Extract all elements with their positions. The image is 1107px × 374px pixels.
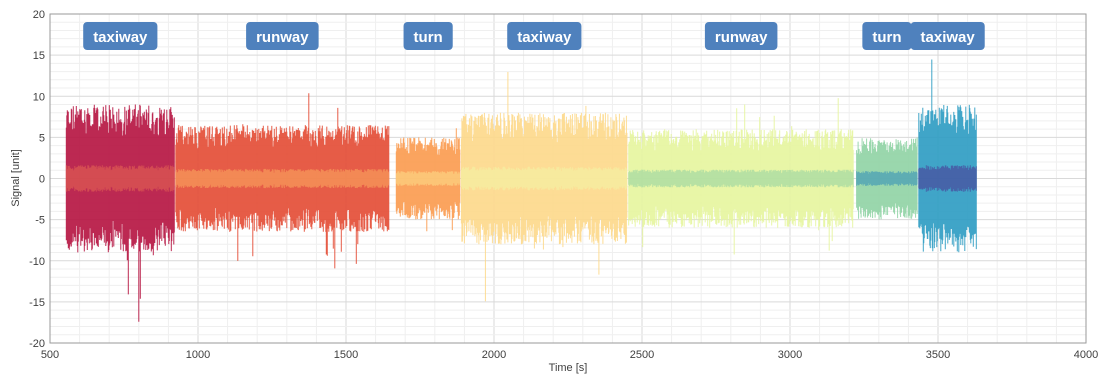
x-tick-labels: 500 1000 1500 2000 2500 3000 3500 4000 [41, 349, 1098, 361]
x-tick-label: 3000 [778, 349, 802, 361]
signal-segment-2-runway [175, 93, 390, 269]
x-tick-label: 2000 [482, 349, 506, 361]
x-tick-label: 500 [41, 349, 59, 361]
phase-label-text: taxiway [93, 29, 148, 46]
signal-segment-7-taxiway [918, 59, 977, 253]
phase-label-box [704, 22, 778, 50]
phase-label-box [507, 22, 582, 50]
phase-label-turn: turn [403, 22, 453, 50]
x-axis-label: Time [s] [549, 362, 588, 374]
signal-center-band [856, 171, 918, 186]
phase-label-text: runway [715, 29, 768, 46]
phase-label-text: taxiway [921, 29, 976, 46]
phase-label-box [246, 22, 319, 50]
phase-label-turn: turn [862, 22, 912, 50]
phase-label-taxiway: taxiway [507, 22, 582, 50]
signal-segment-3-turn [395, 128, 461, 232]
phase-label-box [83, 22, 158, 50]
phase-label-box [862, 22, 912, 50]
y-tick-label: 0 [39, 174, 45, 186]
signal-center-band [65, 165, 175, 192]
x-tick-label: 2500 [630, 349, 654, 361]
phase-label-runway: runway [246, 22, 319, 50]
x-tick-label: 3500 [926, 349, 950, 361]
signal-center-band [460, 166, 628, 191]
signal-series [65, 59, 977, 322]
signal-center-band [395, 171, 461, 186]
x-tick-label: 1500 [334, 349, 358, 361]
signal-center-band [175, 168, 390, 189]
signal-segment-1-taxiway [65, 104, 175, 322]
y-tick-label: 5 [39, 132, 45, 144]
x-tick-label: 4000 [1074, 349, 1098, 361]
phase-label-text: turn [414, 29, 443, 46]
plot-frame [49, 13, 1087, 344]
y-tick-label: -20 [29, 338, 45, 350]
phase-label-taxiway: taxiway [910, 22, 985, 50]
signal-center-band [628, 169, 854, 188]
signal-segment-4-taxiway [460, 72, 628, 302]
y-tick-label: 20 [33, 9, 45, 21]
phase-label-taxiway: taxiway [83, 22, 158, 50]
y-axis-label: Signal [unit] [10, 149, 22, 206]
phase-labels: taxiway runway turn taxiway runway turn taxiwa… [83, 22, 985, 50]
phase-label-text: taxiway [517, 29, 572, 46]
phase-label-text: turn [872, 29, 901, 46]
signal-segment-5-runway [628, 98, 854, 255]
y-tick-label: -15 [29, 297, 45, 309]
phase-label-runway: runway [704, 22, 778, 50]
phase-label-box [910, 22, 985, 50]
y-tick-labels: -20 -15 -10 -5 0 5 10 15 20 [29, 9, 45, 350]
phase-label-text: runway [256, 29, 309, 46]
y-tick-label: 10 [33, 91, 45, 103]
x-tick-label: 1000 [186, 349, 210, 361]
y-tick-label: -5 [35, 215, 45, 227]
y-tick-label: 15 [33, 50, 45, 62]
phase-label-box [403, 22, 453, 50]
signal-center-band [918, 165, 977, 192]
y-tick-label: -10 [29, 256, 45, 268]
signal-segment-6-turn [856, 137, 918, 220]
